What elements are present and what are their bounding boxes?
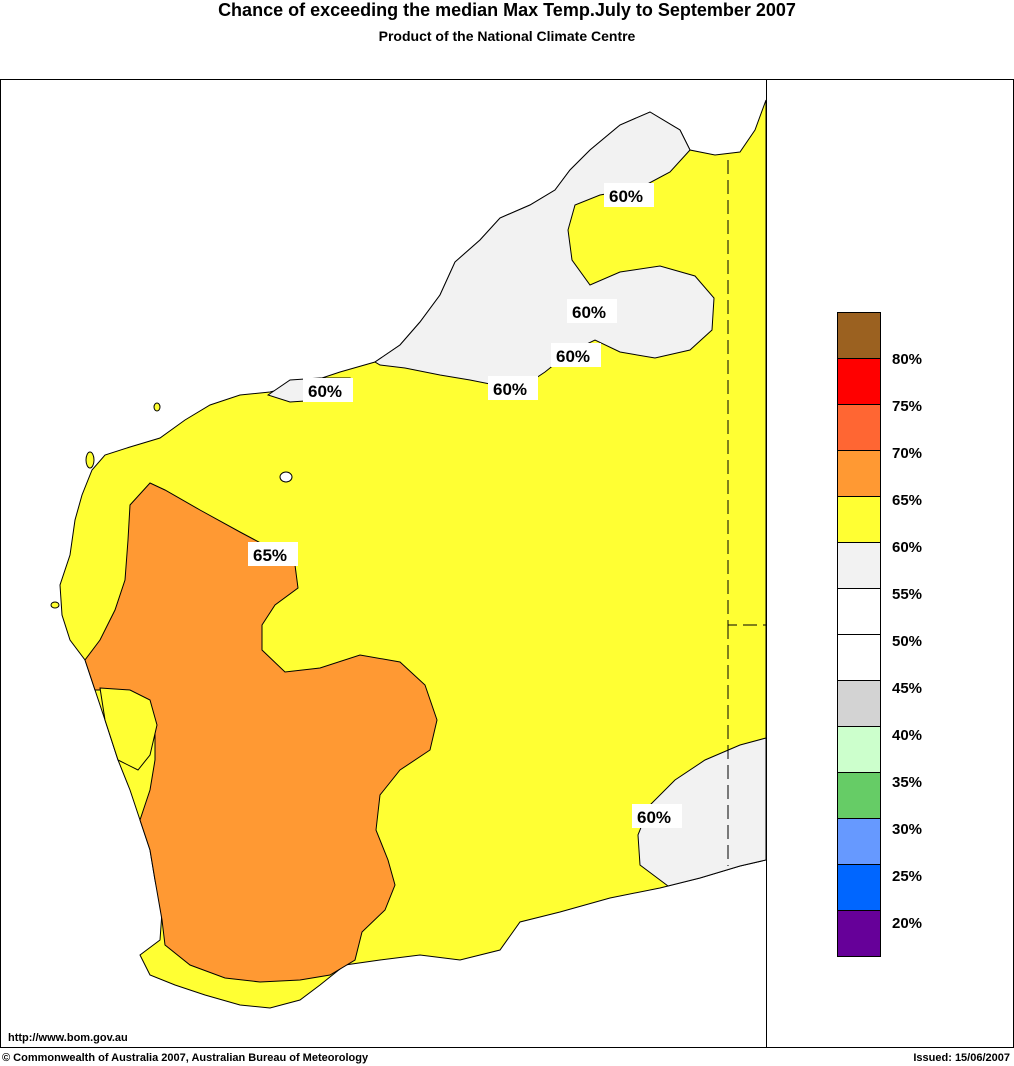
- contour-55-60-southeast: [637, 737, 767, 887]
- legend-tick-label: 40%: [892, 727, 923, 744]
- map-legend-divider: [766, 79, 767, 1048]
- legend-tick-label: 45%: [892, 680, 923, 697]
- island: [279, 471, 293, 483]
- legend-swatch: [837, 312, 881, 359]
- legend-swatch: [837, 635, 881, 681]
- legend-tick-label: 25%: [892, 868, 923, 885]
- contour-label: 60%: [604, 183, 654, 207]
- legend-swatch: [837, 405, 881, 451]
- legend-tick-label: 20%: [892, 915, 923, 932]
- legend-swatch: [837, 497, 881, 543]
- island: [153, 402, 161, 412]
- state-border-dashed: [727, 160, 766, 866]
- contour-label: 60%: [551, 343, 601, 367]
- legend-swatch: [837, 819, 881, 865]
- legend-swatch: [837, 589, 881, 635]
- contour-label-text: 60%: [308, 382, 342, 401]
- legend-swatch: [837, 911, 881, 957]
- legend-tick-label: 70%: [892, 445, 923, 462]
- legend-tick-label: 35%: [892, 774, 923, 791]
- legend-tick-label: 30%: [892, 821, 923, 838]
- map-subtitle: Product of the National Climate Centre: [378, 28, 636, 44]
- contour-label-text: 60%: [637, 808, 671, 827]
- contour-label: 60%: [303, 378, 353, 402]
- legend-tick-label: 65%: [892, 492, 923, 509]
- contour-label: 65%: [248, 542, 298, 566]
- legend-swatch: [837, 773, 881, 819]
- legend-swatch: [837, 727, 881, 773]
- legend-tick-label: 75%: [892, 398, 923, 415]
- legend-tick-label: 80%: [892, 351, 923, 368]
- contour-label-text: 60%: [493, 380, 527, 399]
- map-title: Chance of exceeding the median Max Temp.…: [218, 0, 796, 20]
- contour-label: 60%: [632, 804, 682, 828]
- legend-tick-label: 55%: [892, 586, 923, 603]
- island: [85, 451, 95, 469]
- legend-colorbar: [837, 312, 881, 957]
- legend-tick-label: 50%: [892, 633, 923, 650]
- legend-swatch: [837, 865, 881, 911]
- contour-label-text: 60%: [572, 303, 606, 322]
- contour-label: 60%: [567, 299, 617, 323]
- source-url[interactable]: http://www.bom.gov.au: [8, 1032, 128, 1044]
- issued-date: Issued: 15/06/2007: [913, 1052, 1010, 1064]
- contour-label-text: 60%: [609, 187, 643, 206]
- legend-tick-label: 60%: [892, 539, 923, 556]
- contour-60-65-coastal-lobe: [99, 687, 158, 771]
- contour-label: 60%: [488, 376, 538, 400]
- legend-swatch: [837, 451, 881, 497]
- contour-label-text: 60%: [556, 347, 590, 366]
- legend-swatch: [837, 543, 881, 589]
- contour-label-text: 65%: [253, 546, 287, 565]
- island: [50, 601, 60, 609]
- legend-swatch: [837, 681, 881, 727]
- copyright-notice: © Commonwealth of Australia 2007, Austra…: [2, 1052, 369, 1064]
- legend-swatch: [837, 359, 881, 405]
